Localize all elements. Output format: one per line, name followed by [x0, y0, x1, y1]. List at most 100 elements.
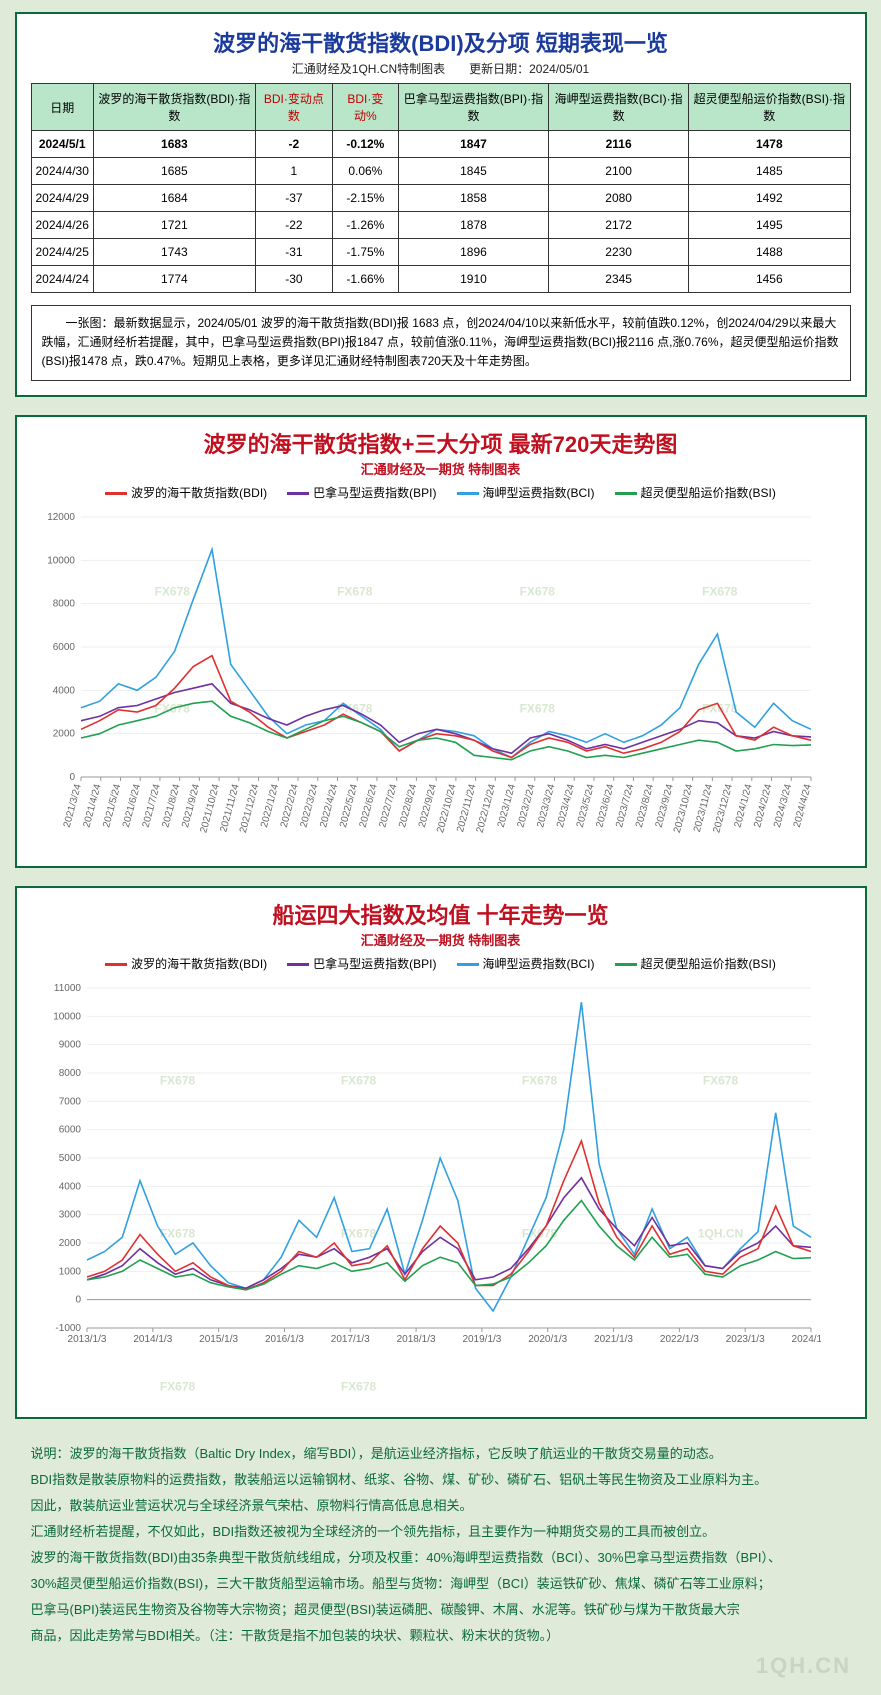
table-cell: 1878 [398, 212, 548, 239]
svg-text:2023/7/24: 2023/7/24 [614, 782, 636, 828]
table-cell: 2080 [549, 185, 689, 212]
table-cell: 2024/5/1 [31, 131, 93, 158]
svg-text:2022/5/24: 2022/5/24 [337, 782, 359, 828]
col-header: 日期 [31, 84, 93, 131]
table-row: 2024/4/261721-22-1.26%187821721495 [31, 212, 850, 239]
svg-text:2022/1/3: 2022/1/3 [659, 1334, 698, 1345]
col-header: BDI·变动% [332, 84, 398, 131]
svg-text:2022/4/24: 2022/4/24 [318, 782, 340, 828]
table-cell: -30 [255, 266, 332, 293]
footer-brand: 1QH.CN [12, 1653, 869, 1683]
svg-text:2023/4/24: 2023/4/24 [554, 782, 576, 828]
svg-text:2015/1/3: 2015/1/3 [199, 1334, 238, 1345]
note-line: 商品，因此走势常与BDI相关。（注：干散货是指不加包装的块状、颗粒状、粉末状的货… [31, 1623, 851, 1649]
table-cell: 2172 [549, 212, 689, 239]
svg-text:2022/2/24: 2022/2/24 [278, 782, 300, 828]
svg-text:2023/2/24: 2023/2/24 [515, 782, 537, 828]
note-line: 30%超灵便型船运价指数(BSI)，三大干散货船型运输市场。船型与货物：海岬型（… [31, 1571, 851, 1597]
table-cell: 2345 [549, 266, 689, 293]
col-header: 波罗的海干散货指数(BDI)·指数 [93, 84, 255, 131]
svg-text:3000: 3000 [58, 1209, 81, 1220]
svg-text:11000: 11000 [53, 983, 81, 994]
svg-text:2023/3/24: 2023/3/24 [535, 782, 557, 828]
col-header: 海岬型运费指数(BCI)·指数 [549, 84, 689, 131]
legend-item: 海岬型运费指数(BCI) [457, 957, 595, 971]
legend-swatch [105, 492, 127, 495]
table-cell: -37 [255, 185, 332, 212]
svg-text:-1000: -1000 [55, 1323, 81, 1334]
table-cell: -1.75% [332, 239, 398, 266]
table-cell: 2024/4/26 [31, 212, 93, 239]
legend-swatch [287, 492, 309, 495]
note-line: 巴拿马(BPI)装运民生物资及谷物等大宗物资；超灵便型(BSI)装运磷肥、碳酸钾… [31, 1597, 851, 1623]
svg-text:FX678: FX678 [159, 1073, 195, 1087]
table-cell: 1456 [689, 266, 850, 293]
svg-text:6000: 6000 [52, 642, 75, 653]
table-title: 波罗的海干散货指数(BDI)及分项 短期表现一览 [31, 26, 851, 58]
chart-720-panel: 波罗的海干散货指数+三大分项 最新720天走势图 汇通财经及一期货 特制图表 波… [15, 415, 867, 868]
svg-text:2022/7/24: 2022/7/24 [377, 782, 399, 828]
svg-text:4000: 4000 [52, 685, 75, 696]
legend-swatch [615, 492, 637, 495]
table-cell: 1743 [93, 239, 255, 266]
table-cell: 1721 [93, 212, 255, 239]
series-bpi [81, 683, 811, 752]
table-cell: 1485 [689, 158, 850, 185]
svg-text:2018/1/3: 2018/1/3 [396, 1334, 435, 1345]
table-row: 2024/4/30168510.06%184521001485 [31, 158, 850, 185]
table-cell: -0.12% [332, 131, 398, 158]
table-cell: 2230 [549, 239, 689, 266]
table-cell: 2024/4/29 [31, 185, 93, 212]
svg-text:2021/11/24: 2021/11/24 [218, 782, 242, 833]
table-cell: 1478 [689, 131, 850, 158]
svg-text:2021/8/24: 2021/8/24 [160, 782, 182, 828]
note-line: 汇通财经析若提醒，不仅如此，BDI指数还被视为全球经济的一个领先指标，且主要作为… [31, 1519, 851, 1545]
svg-text:2023/9/24: 2023/9/24 [653, 782, 675, 828]
svg-text:2022/3/24: 2022/3/24 [298, 782, 320, 828]
table-cell: -31 [255, 239, 332, 266]
svg-text:2024/2/24: 2024/2/24 [752, 782, 774, 828]
svg-text:2021/4/24: 2021/4/24 [81, 782, 103, 828]
legend-item: 巴拿马型运费指数(BPI) [287, 486, 436, 500]
svg-text:6000: 6000 [58, 1124, 81, 1135]
legend-swatch [457, 492, 479, 495]
table-panel: 波罗的海干散货指数(BDI)及分项 短期表现一览 汇通财经及1QH.CN特制图表… [15, 12, 867, 397]
legend-swatch [615, 963, 637, 966]
svg-text:2023/1/24: 2023/1/24 [495, 782, 517, 828]
svg-text:12000: 12000 [47, 512, 75, 523]
svg-text:8000: 8000 [58, 1068, 81, 1079]
legend-item: 超灵便型船运价指数(BSI) [615, 957, 776, 971]
svg-text:FX678: FX678 [337, 584, 373, 598]
table-cell: 2100 [549, 158, 689, 185]
svg-text:2000: 2000 [58, 1238, 81, 1249]
table-cell: 1896 [398, 239, 548, 266]
svg-text:2019/1/3: 2019/1/3 [462, 1334, 501, 1345]
notes-section: 说明：波罗的海干散货指数（Baltic Dry Index，缩写BDI），是航运… [17, 1437, 865, 1653]
note-line: 波罗的海干散货指数(BDI)由35条典型干散货航线组成，分项及权重：40%海岬型… [31, 1545, 851, 1571]
col-header: BDI·变动点数 [255, 84, 332, 131]
svg-text:7000: 7000 [58, 1096, 81, 1107]
col-header: 巴拿马型运费指数(BPI)·指数 [398, 84, 548, 131]
svg-text:2021/3/24: 2021/3/24 [61, 782, 83, 828]
table-cell: 1845 [398, 158, 548, 185]
note-line: BDI指数是散装原物料的运费指数，散装船运以运输钢材、纸浆、谷物、煤、矿砂、磷矿… [31, 1467, 851, 1493]
svg-text:2021/9/24: 2021/9/24 [180, 782, 202, 828]
bdi-table: 日期波罗的海干散货指数(BDI)·指数BDI·变动点数BDI·变动%巴拿马型运费… [31, 83, 851, 293]
note-line: 因此，散装航运业营运状况与全球经济景气荣枯、原物料行情高低息息相关。 [31, 1493, 851, 1519]
svg-text:FX678: FX678 [340, 1379, 376, 1393]
svg-text:FX678: FX678 [159, 1379, 195, 1393]
svg-text:2000: 2000 [52, 728, 75, 739]
table-cell: -2 [255, 131, 332, 158]
table-subtitle: 汇通财经及1QH.CN特制图表 更新日期：2024/05/01 [31, 60, 851, 77]
summary-text: 一张图：最新数据显示，2024/05/01 波罗的海干散货指数(BDI)报 16… [31, 305, 851, 381]
svg-text:FX678: FX678 [154, 584, 190, 598]
svg-text:2023/6/24: 2023/6/24 [594, 782, 616, 828]
svg-text:2023/11/24: 2023/11/24 [691, 782, 715, 833]
legend-item: 巴拿马型运费指数(BPI) [287, 957, 436, 971]
svg-text:2023/1/3: 2023/1/3 [725, 1334, 764, 1345]
svg-text:2022/8/24: 2022/8/24 [397, 782, 419, 828]
legend-item: 波罗的海干散货指数(BDI) [105, 486, 267, 500]
svg-text:2024/3/24: 2024/3/24 [772, 782, 794, 828]
table-cell: 1683 [93, 131, 255, 158]
svg-text:9000: 9000 [58, 1039, 81, 1050]
